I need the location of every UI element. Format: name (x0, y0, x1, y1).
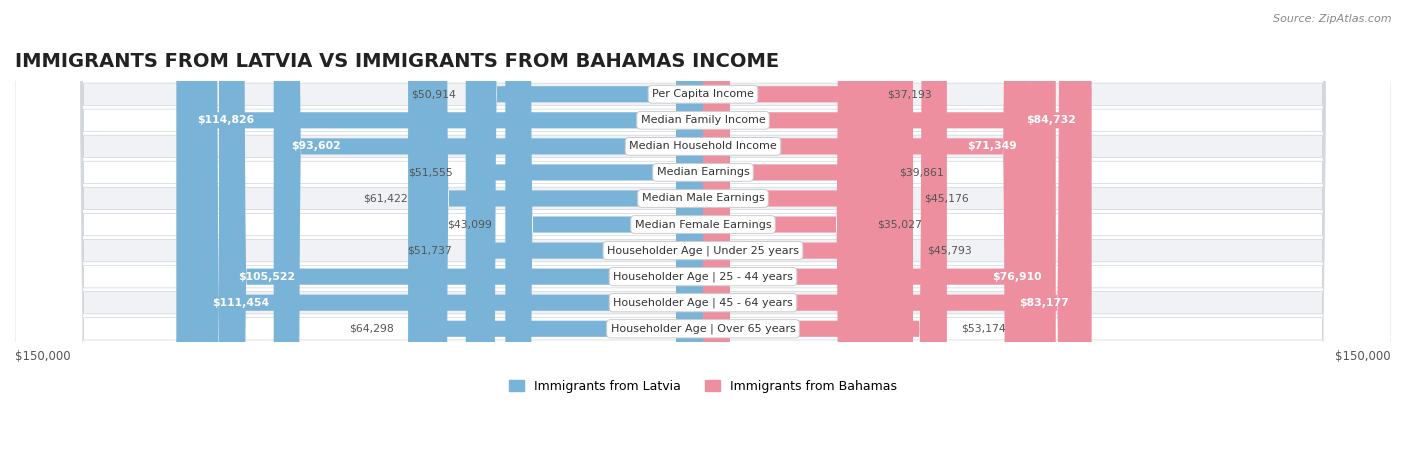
Text: $93,602: $93,602 (291, 142, 340, 151)
FancyBboxPatch shape (15, 0, 1391, 467)
Text: $71,349: $71,349 (967, 142, 1017, 151)
FancyBboxPatch shape (15, 0, 1391, 467)
Text: $83,177: $83,177 (1019, 297, 1069, 308)
Text: Source: ZipAtlas.com: Source: ZipAtlas.com (1274, 14, 1392, 24)
FancyBboxPatch shape (703, 0, 886, 467)
FancyBboxPatch shape (274, 0, 703, 467)
FancyBboxPatch shape (505, 0, 703, 467)
FancyBboxPatch shape (15, 0, 1391, 467)
Text: $45,793: $45,793 (927, 246, 972, 255)
Text: IMMIGRANTS FROM LATVIA VS IMMIGRANTS FROM BAHAMAS INCOME: IMMIGRANTS FROM LATVIA VS IMMIGRANTS FRO… (15, 52, 779, 71)
FancyBboxPatch shape (703, 0, 863, 467)
Text: $84,732: $84,732 (1026, 115, 1076, 125)
Text: Householder Age | Under 25 years: Householder Age | Under 25 years (607, 245, 799, 256)
Text: $43,099: $43,099 (447, 219, 492, 230)
FancyBboxPatch shape (703, 0, 946, 467)
FancyBboxPatch shape (15, 0, 1391, 467)
FancyBboxPatch shape (422, 0, 703, 467)
FancyBboxPatch shape (15, 0, 1391, 467)
Text: $114,826: $114,826 (197, 115, 254, 125)
Text: $105,522: $105,522 (239, 272, 295, 282)
Text: $39,861: $39,861 (900, 168, 945, 177)
Text: Median Family Income: Median Family Income (641, 115, 765, 125)
Text: $51,555: $51,555 (408, 168, 453, 177)
FancyBboxPatch shape (465, 0, 703, 467)
FancyBboxPatch shape (176, 0, 703, 467)
Text: $50,914: $50,914 (411, 89, 456, 99)
FancyBboxPatch shape (15, 0, 1391, 467)
FancyBboxPatch shape (467, 0, 703, 467)
FancyBboxPatch shape (703, 0, 1031, 467)
FancyBboxPatch shape (191, 0, 703, 467)
Text: Median Household Income: Median Household Income (628, 142, 778, 151)
FancyBboxPatch shape (15, 0, 1391, 467)
FancyBboxPatch shape (15, 0, 1391, 467)
Text: $61,422: $61,422 (363, 193, 408, 204)
Text: Median Female Earnings: Median Female Earnings (634, 219, 772, 230)
Text: Per Capita Income: Per Capita Income (652, 89, 754, 99)
Text: Householder Age | Over 65 years: Householder Age | Over 65 years (610, 324, 796, 334)
FancyBboxPatch shape (15, 0, 1391, 467)
FancyBboxPatch shape (470, 0, 703, 467)
Text: $45,176: $45,176 (924, 193, 969, 204)
FancyBboxPatch shape (703, 0, 912, 467)
Text: Householder Age | 25 - 44 years: Householder Age | 25 - 44 years (613, 271, 793, 282)
Text: $64,298: $64,298 (350, 324, 394, 334)
FancyBboxPatch shape (703, 0, 910, 467)
Legend: Immigrants from Latvia, Immigrants from Bahamas: Immigrants from Latvia, Immigrants from … (509, 380, 897, 393)
FancyBboxPatch shape (408, 0, 703, 467)
Text: Median Male Earnings: Median Male Earnings (641, 193, 765, 204)
Text: $150,000: $150,000 (15, 350, 70, 362)
FancyBboxPatch shape (703, 0, 1084, 467)
Text: Householder Age | 45 - 64 years: Householder Age | 45 - 64 years (613, 297, 793, 308)
FancyBboxPatch shape (703, 0, 873, 467)
Text: $150,000: $150,000 (1336, 350, 1391, 362)
Text: $111,454: $111,454 (212, 297, 270, 308)
Text: $37,193: $37,193 (887, 89, 932, 99)
FancyBboxPatch shape (219, 0, 703, 467)
Text: $76,910: $76,910 (993, 272, 1042, 282)
Text: $51,737: $51,737 (408, 246, 451, 255)
FancyBboxPatch shape (703, 0, 1091, 467)
FancyBboxPatch shape (15, 0, 1391, 467)
FancyBboxPatch shape (703, 0, 1056, 467)
Text: $53,174: $53,174 (960, 324, 1005, 334)
Text: Median Earnings: Median Earnings (657, 168, 749, 177)
Text: $35,027: $35,027 (877, 219, 922, 230)
